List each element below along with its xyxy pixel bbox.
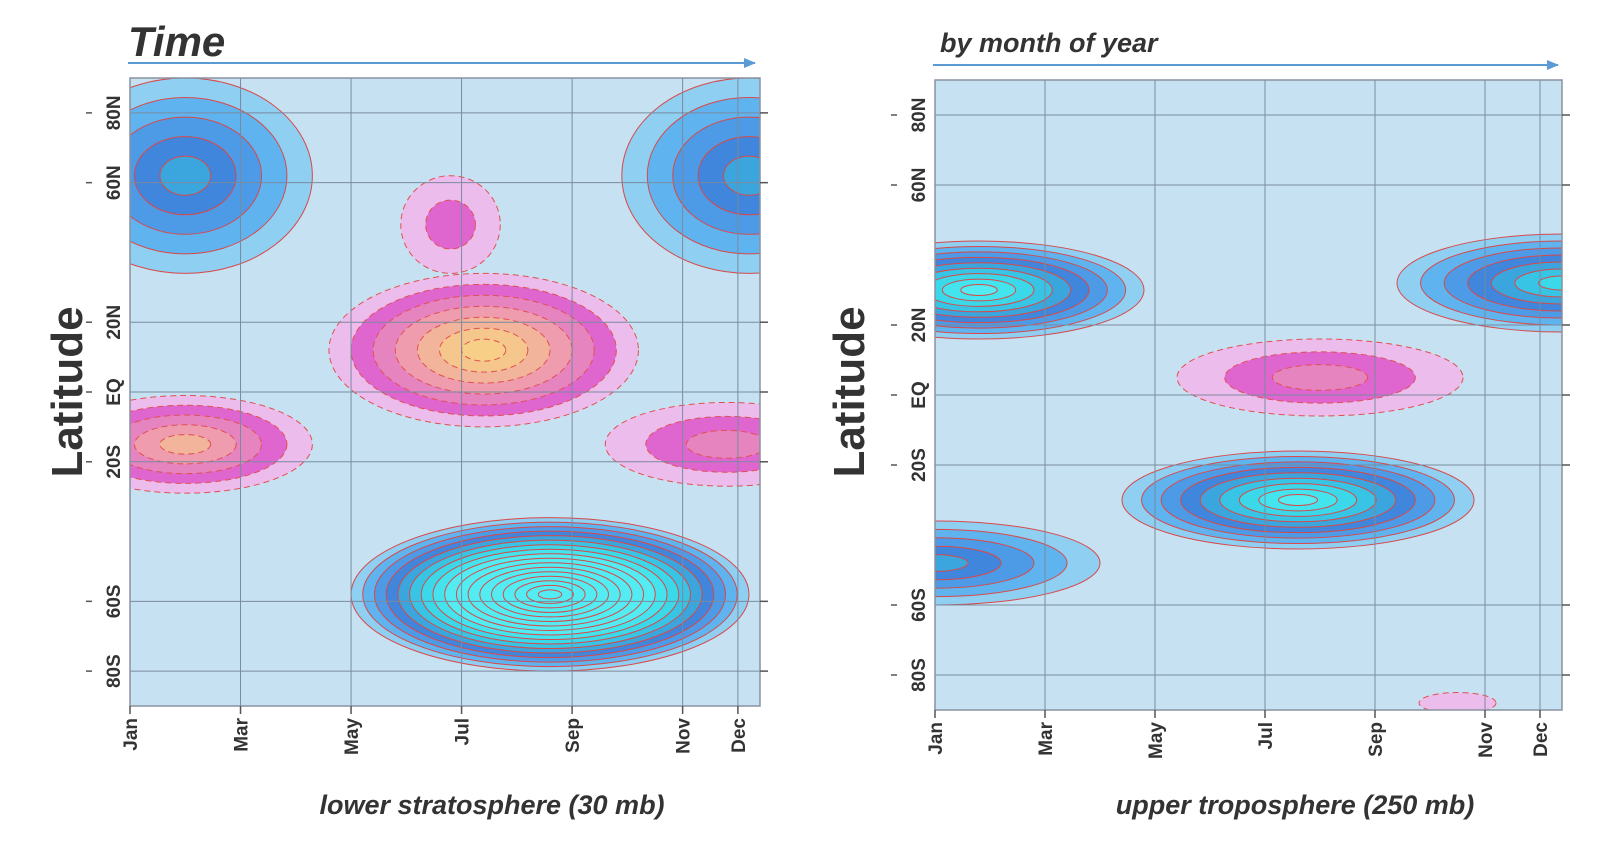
y-tick-label-2: 20N [909,308,930,343]
y-tick-label-5: 60S [909,588,930,622]
y-tick-label-1: 60N [104,165,125,200]
y-axis-label: Latitude [43,306,92,477]
contour-layer [935,233,1562,710]
x-axis-label: lower stratosphere (30 mb) [319,790,664,820]
y-tick-label-4: 20S [104,445,125,479]
x-tick-label-sep: Sep [1366,722,1387,757]
positive-contour-4-2 [1271,364,1369,391]
y-tick-label-6: 80S [909,658,930,692]
negative-contour-3-4 [935,554,969,572]
negative-contour-1-6 [1537,275,1562,291]
negative-contour-1-4 [723,155,760,196]
y-tick-label-3: EQ [909,381,930,408]
positive-contour-5-4 [159,434,212,455]
y-tick-label-4: 20S [909,448,930,482]
x-tick-label-nov: Nov [674,718,695,754]
y-tick-label-1: 60N [909,168,930,203]
y-tick-label-6: 80S [104,654,125,688]
negative-contour-0-8 [960,284,998,296]
positive-contour-4-1 [425,199,476,250]
x-tick-label-sep: Sep [563,718,584,753]
time-label: Time [128,18,225,65]
y-tick-label-0: 80N [909,98,930,133]
y-axis: 80N 60N 20N EQ 20S 60S 80S [86,95,768,688]
x-tick-label-mar: Mar [232,717,253,751]
grid-lines [934,80,1562,710]
y-axis-label: Latitude [825,306,874,477]
x-axis: Jan Mar May Jul Sep Nov Dec [121,706,750,755]
x-tick-label-jul: Jul [1256,722,1277,749]
y-tick-label-3: EQ [104,378,125,405]
grid-lines [129,78,760,706]
x-tick-label-dec: Dec [1531,722,1552,757]
x-axis: Jan Mar May Jul Sep Nov Dec [926,710,1552,759]
y-axis: 80N 60N 20N EQ 20S 60S 80S [891,98,1570,692]
y-tick-label-5: 60S [104,584,125,618]
chart-lower-stratosphere: 80N 60N 20N EQ 20S 60S 80S Jan Mar May Jul Sep Nov D… [43,77,768,820]
negative-contour-2-8 [1277,494,1319,506]
x-tick-label-nov: Nov [1476,722,1497,758]
y-tick-label-0: 80N [104,95,125,130]
contour-layer [130,78,760,672]
x-tick-label-jan: Jan [926,722,947,755]
chart-upper-troposphere: 80N 60N 20N EQ 20S 60S 80S Jan Mar May Jul Sep Nov D… [825,79,1570,820]
x-tick-label-may: May [342,718,363,755]
negative-contour-2-16 [537,589,563,600]
x-tick-label-mar: Mar [1036,721,1057,755]
x-tick-label-dec: Dec [729,718,750,753]
x-tick-label-may: May [1146,722,1167,759]
negative-contour-0-4 [159,155,212,196]
x-axis-label: upper troposphere (250 mb) [1116,790,1475,820]
x-tick-label-jul: Jul [453,718,474,745]
x-tick-label-jan: Jan [121,718,142,751]
positive-contour-5-0 [1418,692,1497,710]
positive-contour-6-2 [685,429,760,459]
y-tick-label-2: 20N [104,305,125,340]
month-of-year-label: by month of year [940,28,1159,58]
positive-contour-3-6 [461,338,507,362]
